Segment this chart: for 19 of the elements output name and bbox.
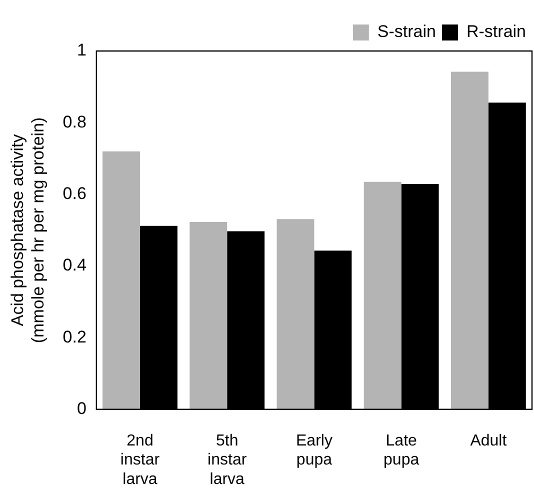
bar (450, 72, 488, 410)
x-tick-label: 5th instar larva (208, 432, 248, 488)
legend-label: R-strain (466, 22, 526, 42)
x-tick-label: Early pupa (296, 432, 332, 469)
x-tick-label: Late pupa (384, 432, 420, 469)
bar (102, 151, 140, 410)
legend-label: S-strain (377, 22, 436, 42)
y-tick-label: 0.4 (62, 256, 86, 275)
y-axis-title: Acid phosphatase activity (mmole per hr per mg protein) (8, 117, 48, 344)
y-tick-label: 0.2 (62, 327, 86, 346)
bar (276, 219, 314, 410)
bar (190, 222, 228, 410)
x-tick-label: 2nd instar larva (120, 432, 160, 488)
bar (364, 182, 402, 410)
y-tick-label: 1 (76, 40, 86, 60)
y-tick-label: 0.6 (62, 184, 86, 204)
y-tick-label: 0 (76, 399, 86, 418)
x-tick-label: Adult (470, 432, 508, 450)
y-tick-label: 0.8 (62, 112, 86, 132)
